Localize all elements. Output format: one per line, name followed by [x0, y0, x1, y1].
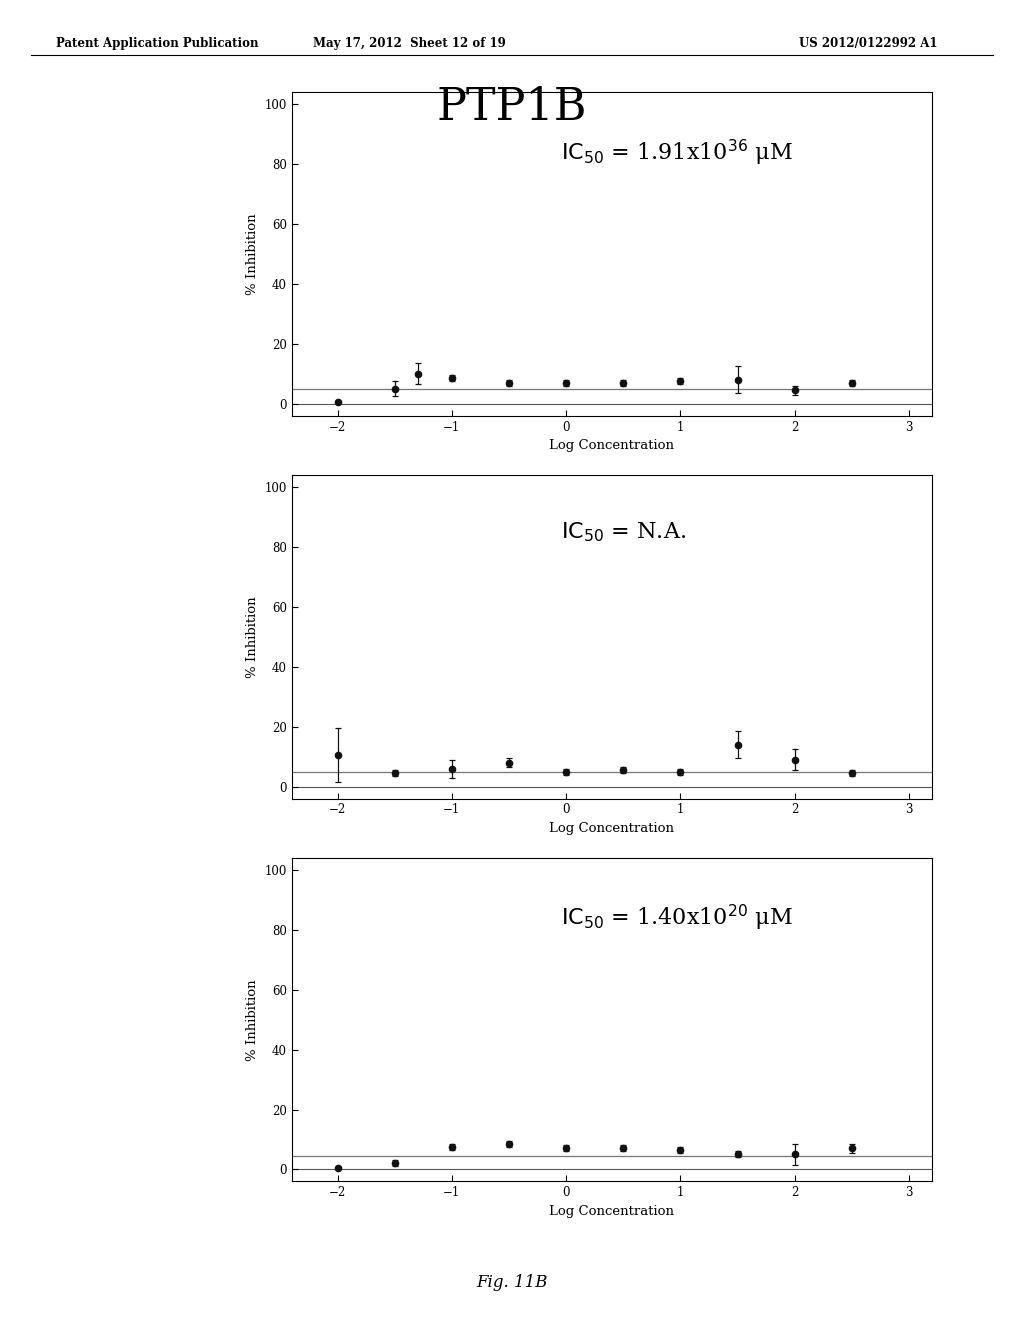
X-axis label: Log Concentration: Log Concentration — [549, 822, 675, 836]
Y-axis label: % Inhibition: % Inhibition — [246, 597, 259, 677]
Text: $\mathrm{IC}_{50}$ = 1.40x10$^{20}$ μM: $\mathrm{IC}_{50}$ = 1.40x10$^{20}$ μM — [561, 903, 793, 933]
Y-axis label: % Inhibition: % Inhibition — [246, 979, 259, 1060]
X-axis label: Log Concentration: Log Concentration — [549, 440, 675, 453]
Y-axis label: % Inhibition: % Inhibition — [246, 214, 259, 294]
Text: May 17, 2012  Sheet 12 of 19: May 17, 2012 Sheet 12 of 19 — [313, 37, 506, 50]
Text: $\mathrm{IC}_{50}$ = N.A.: $\mathrm{IC}_{50}$ = N.A. — [561, 520, 686, 544]
Text: US 2012/0122992 A1: US 2012/0122992 A1 — [799, 37, 937, 50]
Text: PTP1B: PTP1B — [437, 86, 587, 129]
Text: $\mathrm{IC}_{50}$ = 1.91x10$^{36}$ μM: $\mathrm{IC}_{50}$ = 1.91x10$^{36}$ μM — [561, 137, 793, 168]
Text: Fig. 11B: Fig. 11B — [476, 1274, 548, 1291]
X-axis label: Log Concentration: Log Concentration — [549, 1205, 675, 1218]
Text: Patent Application Publication: Patent Application Publication — [56, 37, 259, 50]
